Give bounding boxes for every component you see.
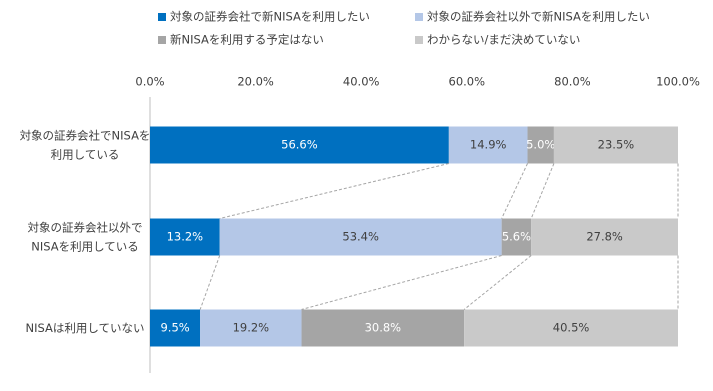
bar-segment — [501, 218, 532, 256]
value-label: 56.6% — [281, 138, 318, 152]
legend-label: 対象の証券会社以外で新NISAを利用したい — [427, 10, 650, 24]
bar-segment — [150, 309, 201, 347]
legend-label: 新NISAを利用する予定はない — [170, 33, 324, 47]
bar-segment — [448, 126, 528, 164]
connector-line — [530, 163, 555, 219]
value-label: 30.8% — [365, 321, 402, 335]
connector-line — [301, 255, 502, 310]
bar-segment — [464, 309, 678, 347]
legend-swatch — [158, 36, 166, 44]
legend-swatch — [415, 13, 423, 21]
bar-segment — [553, 126, 678, 164]
x-tick-label: 80.0% — [554, 75, 591, 89]
bar-segment — [301, 309, 465, 347]
connector-line — [501, 163, 528, 219]
legend-label: 対象の証券会社で新NISAを利用したい — [170, 10, 370, 24]
bar-segment — [150, 218, 220, 256]
value-label: 13.2% — [167, 230, 204, 244]
connector-line — [463, 255, 532, 310]
x-tick-label: 100.0% — [656, 75, 700, 89]
category-label: 対象の証券会社でNISAを利用している — [20, 128, 151, 161]
value-label: 14.9% — [470, 138, 507, 152]
bar-segment — [531, 218, 678, 256]
connector-line — [199, 255, 221, 310]
bar-segment — [527, 126, 554, 164]
value-label: 40.5% — [553, 321, 590, 335]
bar-segment — [200, 309, 302, 347]
x-tick-label: 40.0% — [343, 75, 380, 89]
value-label: 5.0% — [526, 138, 555, 152]
legend-swatch — [158, 13, 166, 21]
x-tick-label: 0.0% — [135, 75, 164, 89]
bar-segment — [219, 218, 502, 256]
value-label: 9.5% — [160, 321, 189, 335]
legend-label: わからない/まだ決めていない — [427, 33, 580, 47]
category-label: 対象の証券会社以外で NISAを利用している — [28, 220, 143, 253]
value-label: 23.5% — [598, 138, 635, 152]
value-label: 53.4% — [342, 230, 379, 244]
legend-swatch — [415, 36, 423, 44]
x-tick-label: 60.0% — [449, 75, 486, 89]
connector-line — [219, 163, 449, 219]
value-label: 19.2% — [233, 321, 270, 335]
value-label: 5.6% — [502, 230, 531, 244]
category-label: NISAは利用していない — [25, 321, 144, 335]
x-tick-label: 20.0% — [237, 75, 274, 89]
value-label: 27.8% — [586, 230, 623, 244]
bar-segment — [150, 126, 449, 164]
